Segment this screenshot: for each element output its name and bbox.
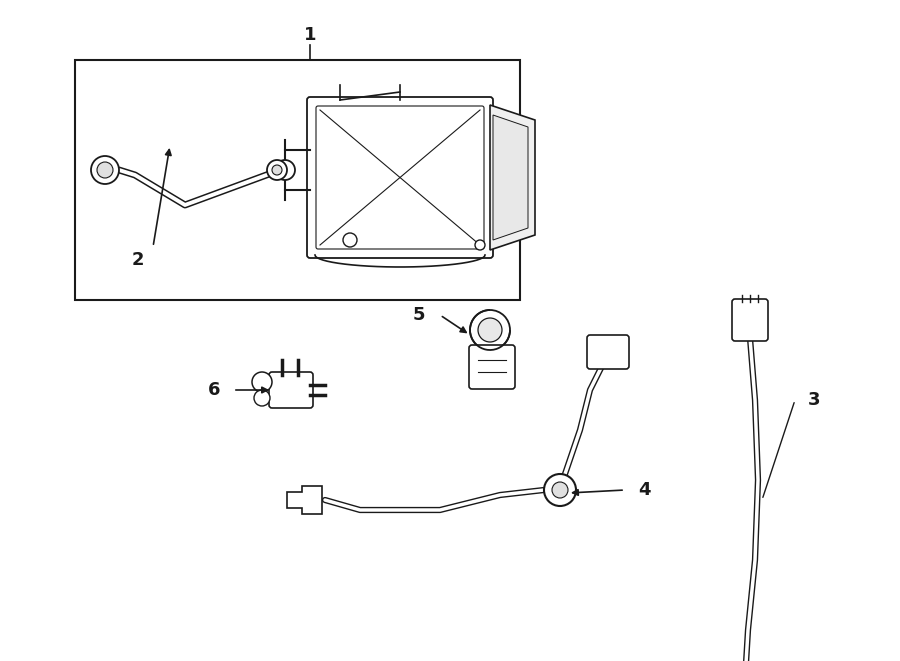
FancyBboxPatch shape <box>307 97 493 258</box>
FancyBboxPatch shape <box>732 299 768 341</box>
Circle shape <box>91 156 119 184</box>
Circle shape <box>252 372 272 392</box>
Bar <box>75 60 520 300</box>
Circle shape <box>254 390 270 406</box>
Circle shape <box>475 240 485 250</box>
Circle shape <box>272 165 282 175</box>
FancyBboxPatch shape <box>587 335 629 369</box>
Text: 3: 3 <box>808 391 821 409</box>
Polygon shape <box>493 115 528 240</box>
FancyBboxPatch shape <box>469 345 515 389</box>
Circle shape <box>343 233 357 247</box>
Text: 4: 4 <box>638 481 651 499</box>
Circle shape <box>275 160 295 180</box>
Circle shape <box>97 162 113 178</box>
Text: 2: 2 <box>131 251 144 269</box>
Polygon shape <box>287 486 322 514</box>
Circle shape <box>478 318 502 342</box>
Text: 1: 1 <box>304 26 316 44</box>
Text: 6: 6 <box>208 381 220 399</box>
Text: 5: 5 <box>412 306 425 324</box>
Circle shape <box>470 310 510 350</box>
Circle shape <box>552 482 568 498</box>
FancyBboxPatch shape <box>316 106 484 249</box>
Circle shape <box>267 160 287 180</box>
Circle shape <box>544 474 576 506</box>
Polygon shape <box>490 105 535 250</box>
FancyBboxPatch shape <box>269 372 313 408</box>
